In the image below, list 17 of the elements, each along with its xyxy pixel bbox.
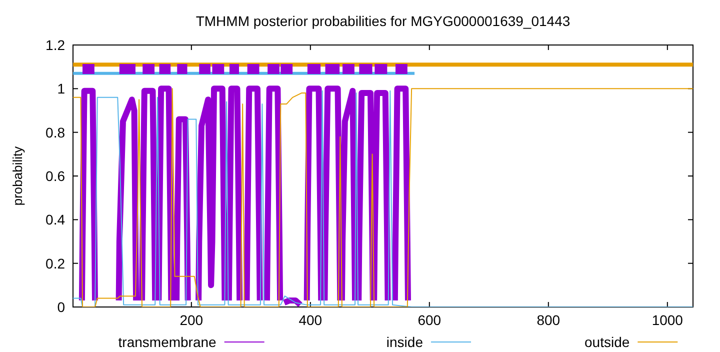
y-tick-label: 0.4 xyxy=(46,212,66,228)
x-tick-label: 600 xyxy=(418,312,442,328)
x-tick-label: 1000 xyxy=(652,312,684,328)
y-tick-label: 1 xyxy=(57,80,66,97)
x-tick-label: 400 xyxy=(298,312,322,328)
x-tick-label: 200 xyxy=(180,312,204,328)
legend-label: outside xyxy=(584,334,630,350)
y-tick-label: 0.6 xyxy=(46,168,66,184)
chart-title: TMHMM posterior probabilities for MGYG000001639_01443 xyxy=(196,13,570,29)
y-axis-title: probability xyxy=(10,146,25,206)
legend-label: transmembrane xyxy=(118,334,217,350)
x-tick-label: 800 xyxy=(536,312,560,328)
legend-label: inside xyxy=(386,334,424,350)
y-tick-label: 0.2 xyxy=(46,255,66,272)
y-tick-label: 1.2 xyxy=(46,37,66,53)
y-tick-label: 0 xyxy=(57,299,66,315)
y-tick-label: 0.8 xyxy=(46,124,66,140)
